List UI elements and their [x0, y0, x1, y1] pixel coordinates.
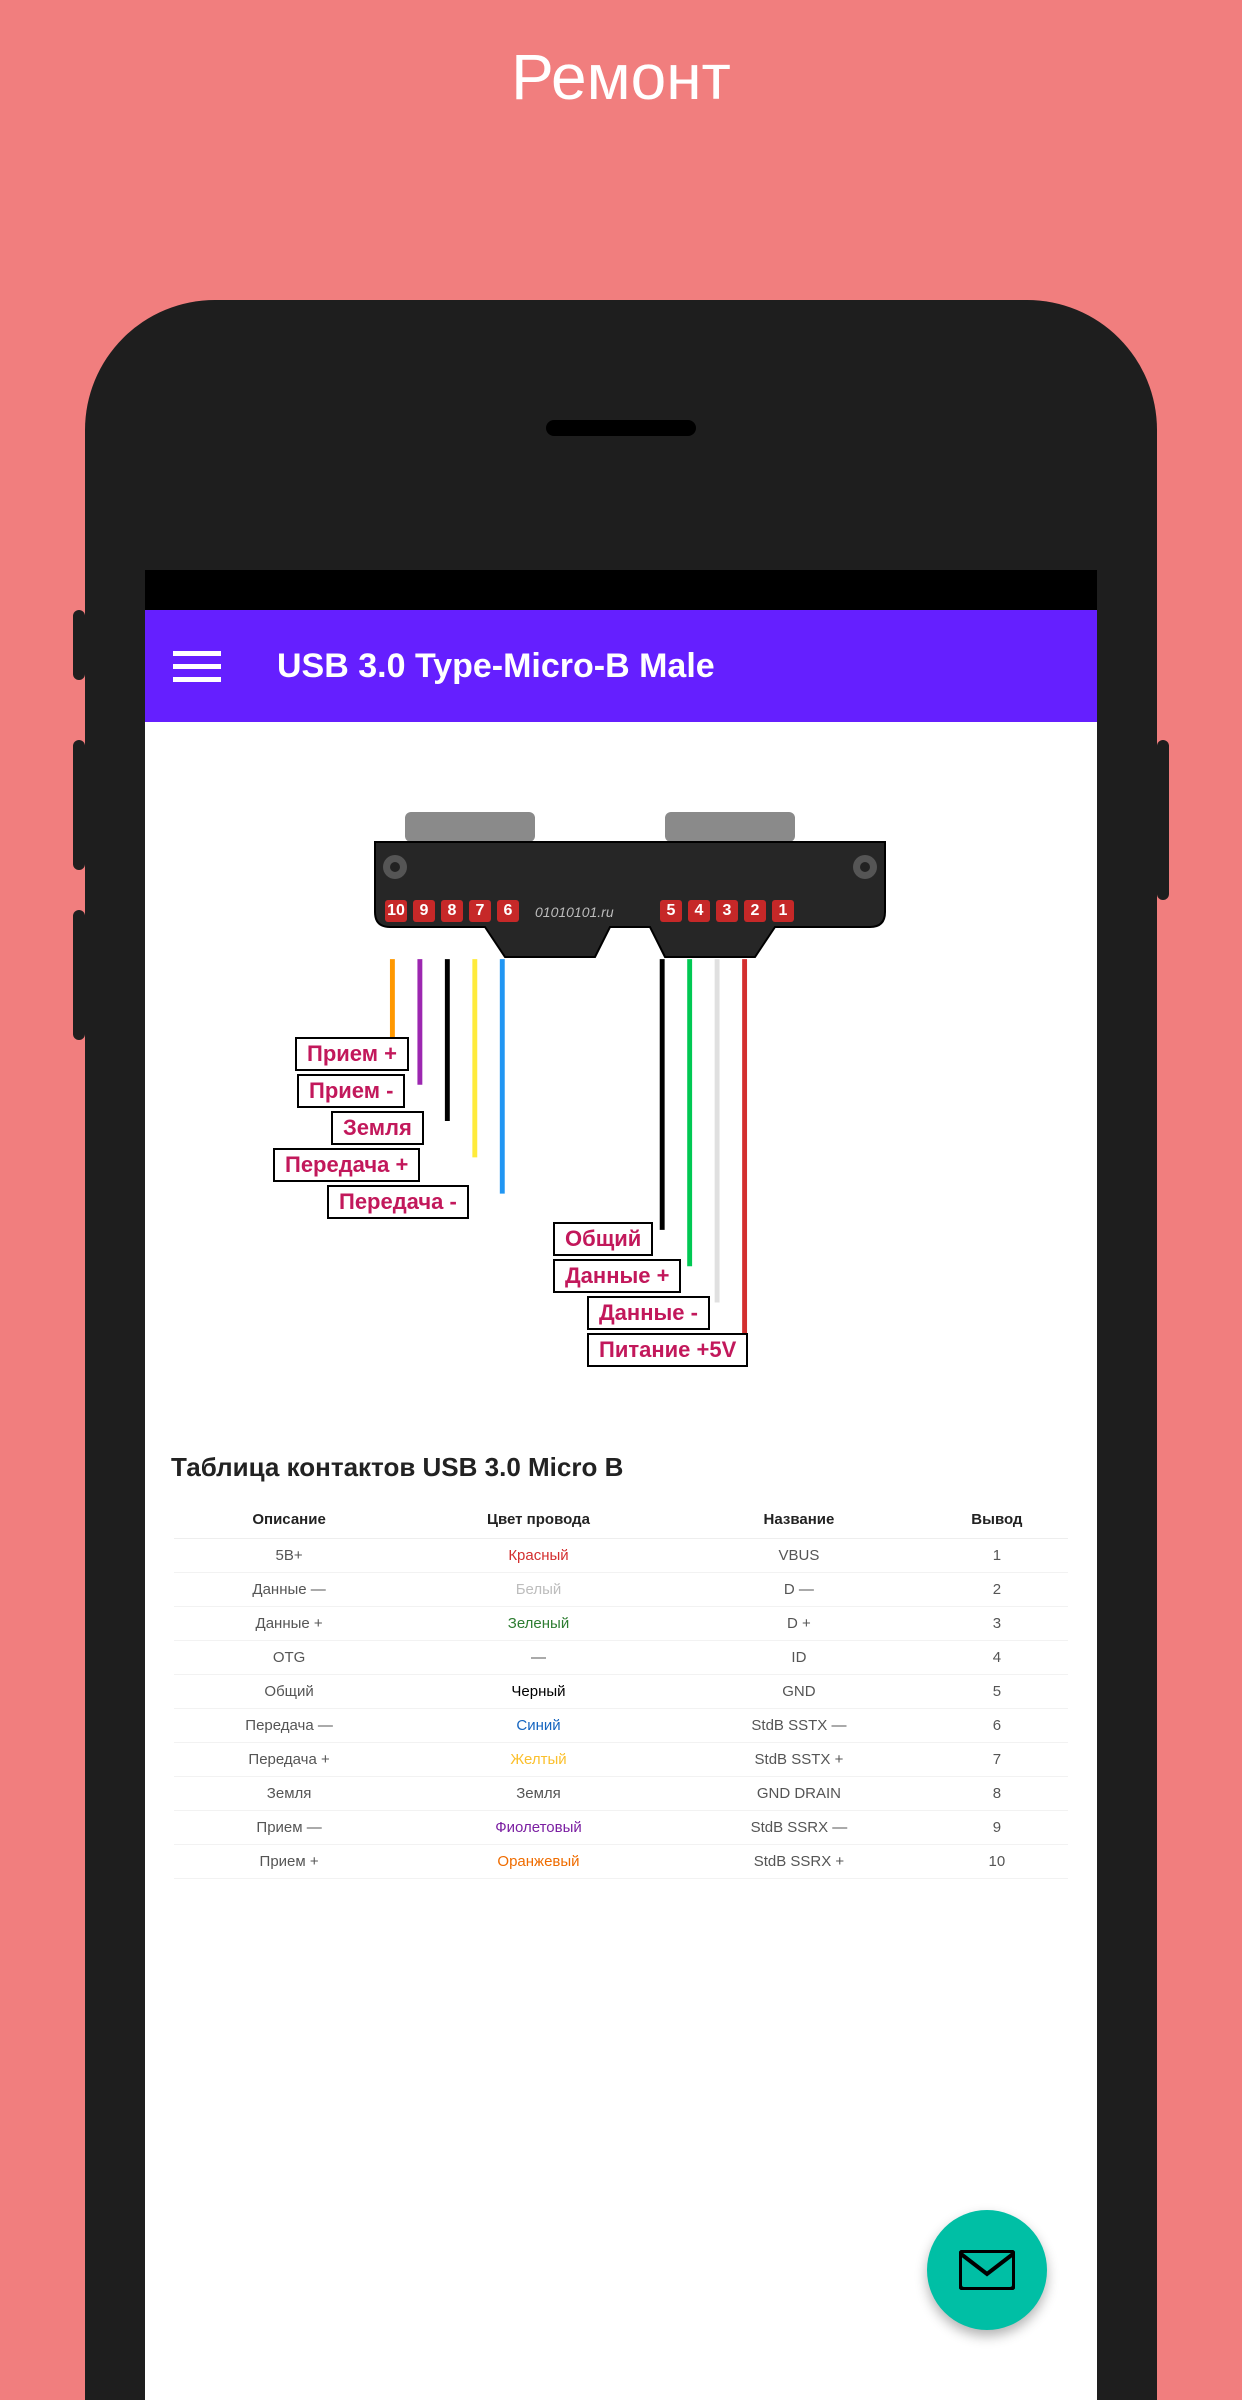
wire-label: Данные - [587, 1296, 710, 1330]
table-cell: StdB SSTX — [672, 1709, 925, 1743]
wire-label: Передача - [327, 1185, 469, 1219]
phone-side-button [73, 610, 85, 680]
table-cell: — [405, 1641, 673, 1675]
wire-label: Земля [331, 1111, 424, 1145]
wire-label: Передача + [273, 1148, 420, 1182]
table-row: Данные +ЗеленыйD +3 [174, 1607, 1069, 1641]
table-row: ОбщийЧерныйGND5 [174, 1675, 1069, 1709]
table-cell: Зеленый [405, 1607, 673, 1641]
table-cell: 2 [925, 1573, 1068, 1607]
wire-label: Прием + [295, 1037, 409, 1071]
appbar-title: USB 3.0 Type-Micro-B Male [221, 647, 1069, 686]
table-cell: StdB SSTX + [672, 1743, 925, 1777]
table-cell: GND [672, 1675, 925, 1709]
pinout-table: ОписаниеЦвет проводаНазваниеВывод 5В+Кра… [174, 1501, 1069, 1879]
table-cell: Фиолетовый [405, 1811, 673, 1845]
wire-label: Данные + [553, 1259, 681, 1293]
phone-side-button [1157, 740, 1169, 900]
table-title: Таблица контактов USB 3.0 Micro B [171, 1452, 1087, 1483]
phone-screen: USB 3.0 Type-Micro-B Male 109876 54321 0 [145, 570, 1097, 2400]
table-cell: Общий [174, 1675, 405, 1709]
mail-fab[interactable] [927, 2210, 1047, 2330]
table-cell: Передача + [174, 1743, 405, 1777]
table-cell: D + [672, 1607, 925, 1641]
table-cell: 8 [925, 1777, 1068, 1811]
table-row: Данные —БелыйD —2 [174, 1573, 1069, 1607]
table-cell: GND DRAIN [672, 1777, 925, 1811]
table-cell: 10 [925, 1845, 1068, 1879]
wire-label: Прием - [297, 1074, 405, 1108]
table-cell: Синий [405, 1709, 673, 1743]
table-header-cell: Название [672, 1501, 925, 1539]
table-row: OTG—ID4 [174, 1641, 1069, 1675]
table-cell: Оранжевый [405, 1845, 673, 1879]
table-cell: Черный [405, 1675, 673, 1709]
table-header-cell: Цвет провода [405, 1501, 673, 1539]
table-cell: 9 [925, 1811, 1068, 1845]
mail-icon [959, 2250, 1015, 2290]
phone-side-button [73, 740, 85, 870]
table-cell: ID [672, 1641, 925, 1675]
table-header-cell: Описание [174, 1501, 405, 1539]
table-cell: Передача — [174, 1709, 405, 1743]
phone-speaker [546, 420, 696, 436]
table-cell: Земля [405, 1777, 673, 1811]
content-area: 109876 54321 01010101.ru Прием +Прием -З… [145, 722, 1097, 2400]
menu-button[interactable] [173, 651, 221, 682]
table-cell: Прием — [174, 1811, 405, 1845]
table-cell: OTG [174, 1641, 405, 1675]
phone-side-button [73, 910, 85, 1040]
table-row: ЗемляЗемляGND DRAIN8 [174, 1777, 1069, 1811]
wire-label: Общий [553, 1222, 653, 1256]
table-cell: Данные + [174, 1607, 405, 1641]
table-row: Передача —СинийStdB SSTX —6 [174, 1709, 1069, 1743]
phone-frame: USB 3.0 Type-Micro-B Male 109876 54321 0 [85, 300, 1157, 2400]
table-cell: D — [672, 1573, 925, 1607]
table-cell: Земля [174, 1777, 405, 1811]
app-bar: USB 3.0 Type-Micro-B Male [145, 610, 1097, 722]
table-header-cell: Вывод [925, 1501, 1068, 1539]
table-cell: 3 [925, 1607, 1068, 1641]
table-cell: Красный [405, 1539, 673, 1573]
table-cell: Белый [405, 1573, 673, 1607]
pinout-diagram: 109876 54321 01010101.ru Прием +Прием -З… [155, 812, 1087, 1382]
table-cell: 4 [925, 1641, 1068, 1675]
table-cell: Данные — [174, 1573, 405, 1607]
table-cell: Желтый [405, 1743, 673, 1777]
table-row: Передача +ЖелтыйStdB SSTX +7 [174, 1743, 1069, 1777]
table-cell: StdB SSRX + [672, 1845, 925, 1879]
table-row: Прием —ФиолетовыйStdB SSRX —9 [174, 1811, 1069, 1845]
table-cell: 5 [925, 1675, 1068, 1709]
page-title: Ремонт [0, 0, 1242, 114]
table-cell: 6 [925, 1709, 1068, 1743]
status-bar [145, 570, 1097, 610]
table-row: 5В+КрасныйVBUS1 [174, 1539, 1069, 1573]
table-cell: 5В+ [174, 1539, 405, 1573]
table-cell: Прием + [174, 1845, 405, 1879]
table-cell: 7 [925, 1743, 1068, 1777]
table-cell: VBUS [672, 1539, 925, 1573]
table-cell: StdB SSRX — [672, 1811, 925, 1845]
table-row: Прием +ОранжевыйStdB SSRX +10 [174, 1845, 1069, 1879]
table-cell: 1 [925, 1539, 1068, 1573]
wire-label: Питание +5V [587, 1333, 748, 1367]
